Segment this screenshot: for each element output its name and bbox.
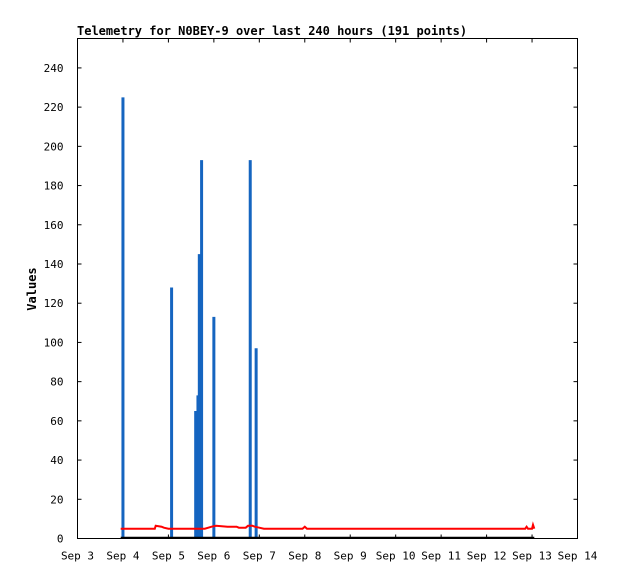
plot-frame: [77, 38, 578, 539]
x-tick-label: Sep 8: [288, 550, 321, 563]
x-tick-label: Sep 10: [376, 550, 416, 563]
x-tick-label: Sep 4: [106, 550, 139, 563]
y-tick-label: 220: [44, 101, 64, 114]
y-axis-label: Values: [25, 267, 39, 310]
x-tick-label: Sep 7: [243, 550, 276, 563]
y-tick-label: 40: [50, 454, 63, 467]
x-tick-label: Sep 9: [334, 550, 367, 563]
chart-title: Telemetry for N0BEY-9 over last 240 hour…: [77, 24, 467, 38]
y-tick-label: 240: [44, 62, 64, 75]
x-tick-label: Sep 13: [512, 550, 552, 563]
y-tick-label: 80: [50, 376, 63, 389]
x-tick-label: Sep 14: [558, 550, 598, 563]
y-tick-label: 140: [44, 258, 64, 271]
y-tick-label: 160: [44, 219, 64, 232]
plot-area: [120, 97, 536, 539]
y-tick-label: 100: [44, 336, 64, 349]
y-tick-label: 60: [50, 415, 63, 428]
y-tick-label: 0: [57, 533, 64, 546]
x-tick-label: Sep 3: [61, 550, 94, 563]
y-tick-label: 180: [44, 180, 64, 193]
y-axis: 0 20 40 60 80 100 120 140 160 180 200 220 240: [44, 62, 578, 546]
x-axis: Sep 3 Sep 4 Sep 5 Sep 6 Sep 7 Sep 8 Sep 9 Sep 1…: [61, 38, 598, 563]
y-tick-label: 200: [44, 140, 64, 153]
x-tick-label: Sep 11: [421, 550, 461, 563]
y-tick-label: 20: [50, 493, 63, 506]
x-tick-label: Sep 6: [197, 550, 230, 563]
series-1-line: [120, 521, 536, 530]
y-tick-label: 120: [44, 297, 64, 310]
x-tick-label: Sep 5: [152, 550, 185, 563]
x-tick-label: Sep 12: [467, 550, 507, 563]
